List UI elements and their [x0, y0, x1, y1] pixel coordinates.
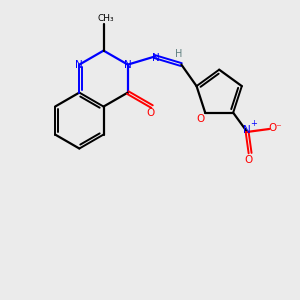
Text: O: O — [146, 108, 155, 118]
Text: H: H — [175, 49, 182, 59]
Text: O: O — [197, 114, 205, 124]
Text: N: N — [243, 125, 251, 136]
Text: +: + — [250, 119, 257, 128]
Text: O: O — [244, 154, 253, 165]
Text: N: N — [152, 53, 160, 63]
Text: N: N — [124, 60, 132, 70]
Text: N: N — [76, 60, 83, 70]
Text: CH₃: CH₃ — [98, 14, 114, 23]
Text: O⁻: O⁻ — [269, 123, 283, 134]
